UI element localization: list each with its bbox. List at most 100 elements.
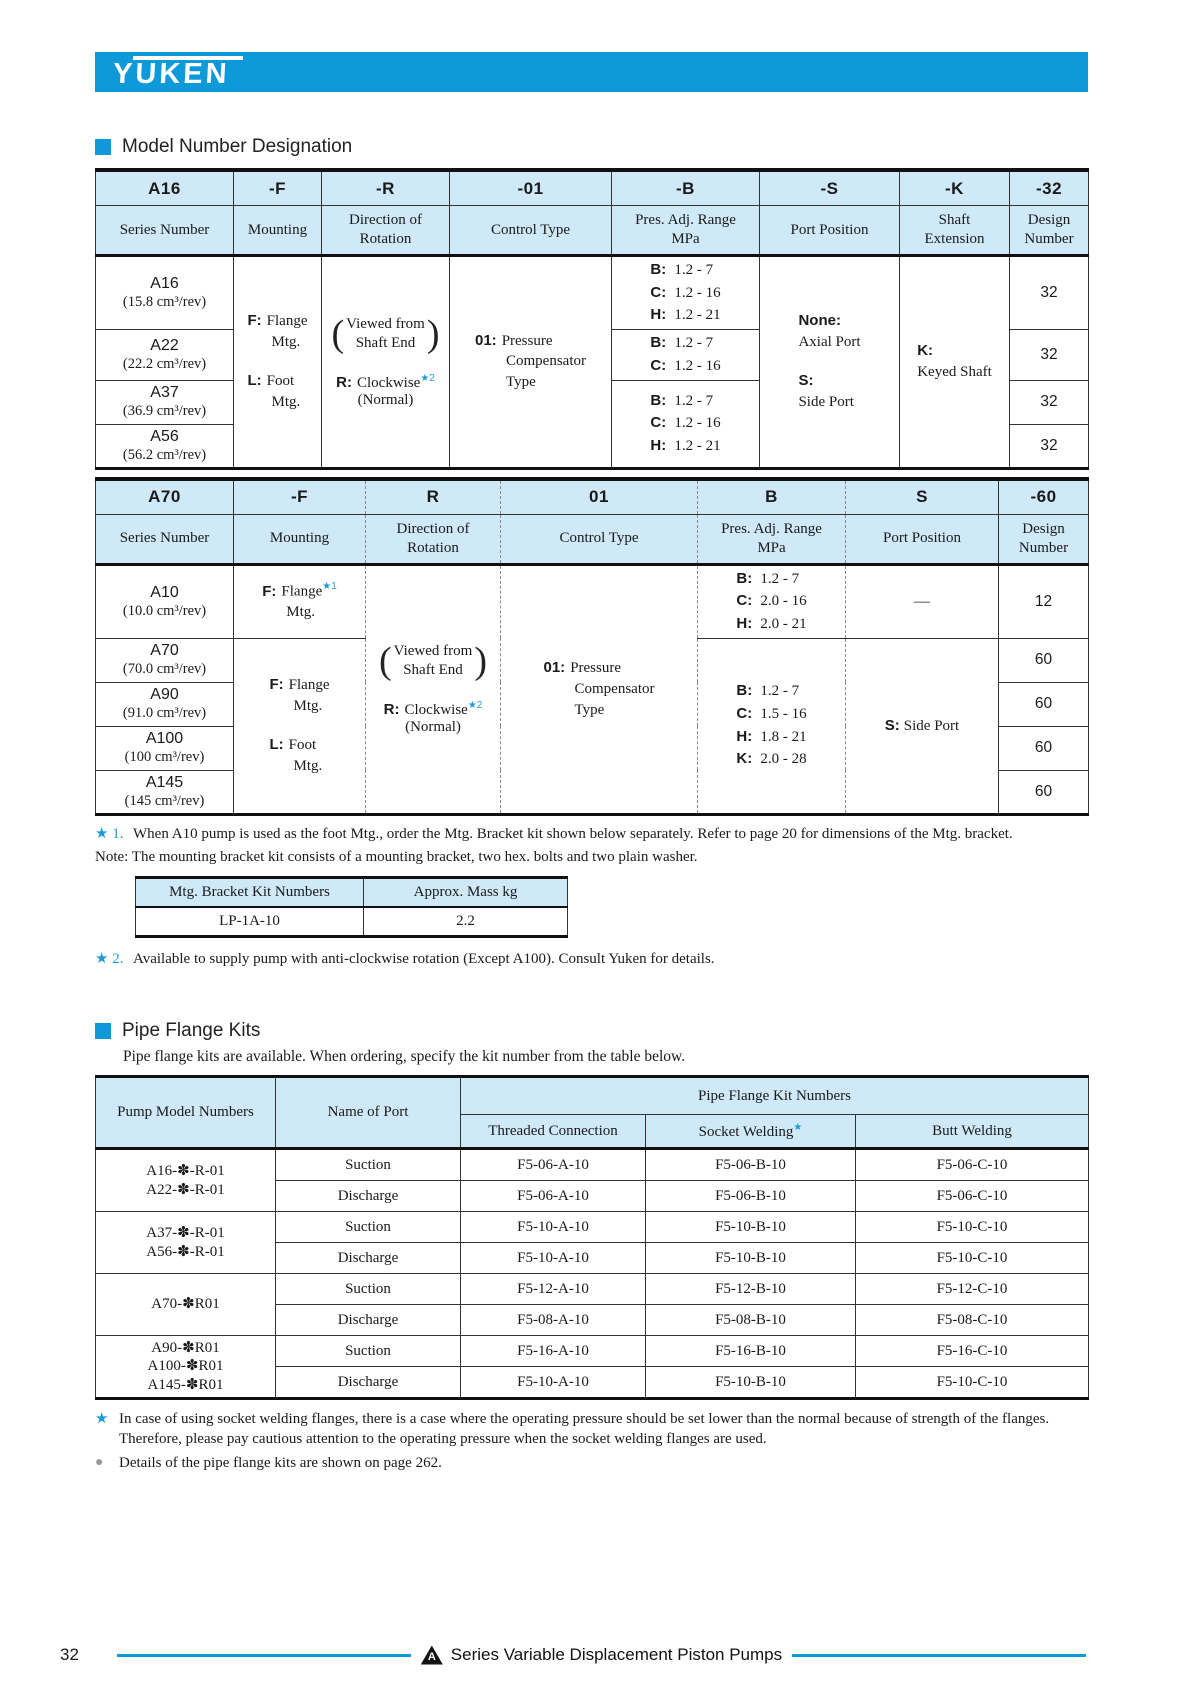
footnote-text: Details of the pipe flange kits are show… [119, 1454, 442, 1471]
series-displacement: (22.2 cm³/rev) [122, 355, 207, 372]
mounting-cell: F: Flange Mtg. L: Foot Mtg. [233, 255, 322, 469]
code-cell: -S [759, 169, 900, 206]
port-name-cell: Suction [275, 1148, 461, 1182]
mount-val: Flange [281, 583, 323, 600]
pipe-table-notes: ★ In case of using socket welding flange… [95, 1410, 1088, 1473]
control-line: Compensator [574, 680, 655, 697]
footnote-text: Note: The mounting bracket kit consists … [95, 848, 698, 865]
column-label: Design Number [1024, 212, 1074, 247]
range-val: 2.0 - 21 [760, 616, 807, 633]
footnote-star-ref: ★2 [420, 372, 435, 384]
port-name-cell: Discharge [275, 1180, 461, 1213]
series-cell: A56 (56.2 cm³/rev) [95, 423, 234, 469]
range-key: H: [736, 615, 753, 633]
mount-val2: Mtg. [271, 334, 301, 350]
port-name-cell: Discharge [275, 1366, 461, 1400]
footnote-star-ref: ★2 [467, 699, 483, 711]
design-number-cell: 60 [998, 769, 1089, 815]
yuken-logo-text: YUKEN [112, 58, 231, 90]
design-number-cell: 32 [1009, 254, 1089, 331]
kit-number-cell: F5-10-C-10 [854, 1366, 1090, 1400]
column-label: Mounting [269, 530, 330, 547]
pipe-row: Discharge F5-06-A-10 F5-06-B-10 F5-06-C-… [96, 1180, 1090, 1213]
kit-number-cell: F5-10-A-10 [460, 1242, 646, 1275]
code-cell: B [697, 478, 846, 515]
viewed-line: Shaft End [355, 334, 416, 351]
mount-val2: Mtg. [286, 604, 315, 621]
section-bullet-icon [95, 1023, 111, 1040]
mount-val: Foot [288, 736, 317, 753]
code-cell: -R [321, 169, 450, 206]
series-cell: A100 (100 cm³/rev) [95, 725, 234, 771]
column-label: Port Position [883, 530, 961, 547]
pump-model-cell: A90-✽R01 A100-✽R01 A145-✽R01 [95, 1335, 276, 1400]
pump-model: A70-✽R01 [151, 1296, 220, 1313]
bracket-mass: 2.2 [363, 906, 568, 938]
mount-val2: Mtg. [271, 393, 301, 410]
kit-number-cell: F5-12-B-10 [645, 1273, 856, 1306]
table-row: A16 (15.8 cm³/rev) F: Flange Mtg. L: Foot … [95, 254, 1089, 469]
control-key: 01: [475, 331, 497, 349]
design-number-cell: 60 [998, 725, 1089, 771]
series-displacement: (91.0 cm³/rev) [122, 705, 207, 722]
kit-number-cell: F5-16-B-10 [645, 1335, 856, 1368]
design-number-cell: 32 [1009, 423, 1089, 469]
footer-rule-right [792, 1653, 1087, 1657]
series-name: A70 [150, 642, 179, 660]
footnote-star1: ★ 1. When A10 pump is used as the foot M… [95, 825, 1088, 845]
mounting-cell: F: Flange Mtg. L: Foot Mtg. [233, 637, 366, 815]
pressure-range-cell: B: 1.2 - 7 C: 1.5 - 16 H: 1.8 - 21 K: 2.0 - … [697, 637, 846, 815]
series-name: A22 [150, 336, 179, 354]
range-val: 2.0 - 28 [760, 751, 807, 768]
pipe-row: A70-✽R01 Suction F5-12-A-10 F5-12-B-10 F… [95, 1273, 1090, 1337]
page-content: YUKEN Model Number Designation A16 -F -R… [95, 0, 1090, 1474]
range-val: 1.2 - 7 [674, 262, 714, 278]
series-name: A90 [150, 686, 179, 704]
mount-val: Flange [266, 313, 308, 330]
a-series-logo-icon: A [420, 1645, 443, 1665]
rotation-normal: (Normal) [405, 718, 461, 735]
series-cell: A37 (36.9 cm³/rev) [95, 379, 234, 425]
model-table-notes: ★ 1. When A10 pump is used as the foot M… [95, 825, 1088, 970]
mount-key: L: [269, 735, 284, 753]
range-val: 1.2 - 21 [674, 307, 721, 324]
section-title: Model Number Designation [122, 136, 353, 157]
shaft-extension-cell: K: Keyed Shaft [899, 255, 1010, 469]
kit-number-cell: F5-06-A-10 [460, 1180, 646, 1213]
pipe-header-group: Pipe Flange Kit Numbers [459, 1076, 1090, 1116]
pipe-row: Discharge F5-10-A-10 F5-10-B-10 F5-10-C-… [96, 1366, 1090, 1400]
yuken-logo: YUKEN [112, 55, 243, 90]
pump-model-cell: A70-✽R01 [95, 1273, 276, 1337]
bracket-header-cell: Mtg. Bracket Kit Numbers [135, 877, 364, 909]
kit-number-cell: F5-12-A-10 [460, 1273, 646, 1306]
kit-number-cell: F5-10-C-10 [854, 1242, 1090, 1275]
bracket-table-row: LP-1A-10 2.2 [135, 906, 568, 938]
code-cell: -01 [449, 169, 612, 206]
footnote-star-ref: ★ [793, 1121, 803, 1133]
range-key: C: [650, 283, 667, 301]
bracket-kit-number: LP-1A-10 [135, 906, 364, 938]
yuken-logo-bar [133, 56, 243, 60]
rotation-key: R: [336, 373, 352, 391]
mount-key: F: [269, 676, 284, 694]
table-row: A56 (56.2 cm³/rev) 32 [95, 423, 1089, 469]
pipe-row: A37-✽-R-01 A56-✽-R-01 Suction F5-10-A-10… [95, 1211, 1090, 1275]
pump-model: A90-✽R01 [151, 1339, 220, 1356]
footnote-star2: ★ 2. Available to supply pump with anti-… [95, 950, 1088, 970]
code-cell: A70 [95, 478, 234, 515]
series-cell: A16 (15.8 cm³/rev) [95, 254, 234, 331]
series-name: A145 [145, 773, 184, 791]
control-type-cell: 01: Pressure Compensator Type [449, 255, 612, 469]
shaft-key: K: [917, 342, 934, 359]
kit-number-cell: F5-10-A-10 [460, 1211, 646, 1244]
port-name-cell: Suction [275, 1211, 461, 1244]
port-position-cell: S: Side Port [845, 637, 999, 815]
series-name: A56 [150, 427, 179, 445]
range-val: 2.0 - 16 [760, 593, 807, 610]
port-key: None: [798, 312, 841, 330]
column-label: Pres. Adj. Range MPa [635, 212, 736, 247]
label-row: Series Number Mounting Direction of Rota… [95, 513, 1089, 566]
port-position-cell: — [845, 563, 999, 639]
series-displacement: (70.0 cm³/rev) [122, 661, 207, 678]
series-name: A10 [150, 583, 179, 601]
